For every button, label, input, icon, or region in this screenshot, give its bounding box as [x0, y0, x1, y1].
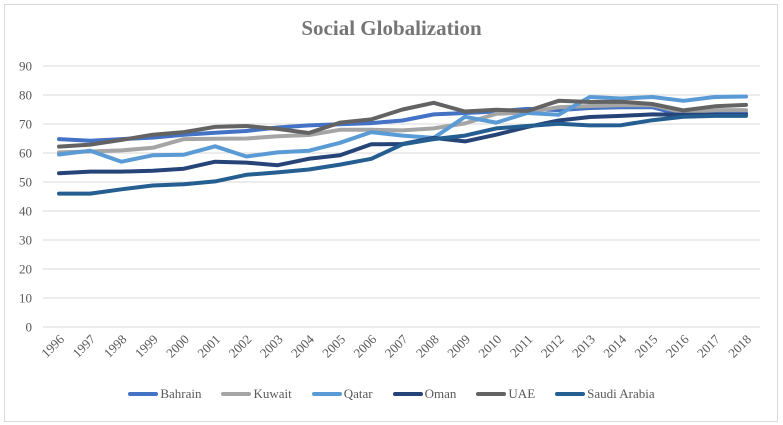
legend-label: Bahrain	[160, 386, 202, 401]
legend-label: Saudi Arabia	[587, 386, 655, 401]
legend-item-saudi-arabia: Saudi Arabia	[555, 386, 655, 402]
x-tick-label: 2000	[163, 332, 192, 361]
x-tick-label: 2015	[631, 332, 660, 361]
x-tick-label: 2002	[225, 332, 254, 361]
x-tick-label: 2016	[663, 331, 692, 360]
y-tick-label: 90	[19, 59, 32, 74]
series-lines	[57, 94, 748, 196]
x-tick-label: 1997	[69, 331, 98, 360]
y-tick-label: 40	[19, 204, 32, 219]
x-tick-label: 2011	[507, 332, 536, 361]
x-tick-label: 1996	[38, 331, 67, 360]
x-tick-label: 2010	[475, 332, 504, 361]
legend-label: Kuwait	[253, 386, 292, 401]
chart-title: Social Globalization	[301, 16, 482, 40]
legend-label: Oman	[424, 386, 457, 401]
y-tick-label: 0	[26, 320, 33, 335]
x-tick-label: 2017	[694, 331, 723, 360]
legend: Bahrain Kuwait Qatar Oman UAE Saudi Arabia	[0, 386, 783, 402]
x-tick-label: 2008	[413, 332, 442, 361]
legend-swatch	[221, 392, 252, 396]
gridlines	[43, 65, 760, 328]
y-tick-label: 20	[19, 262, 32, 277]
series-line-uae	[57, 98, 748, 149]
y-tick-label: 50	[19, 175, 32, 190]
x-tick-label: 2014	[600, 331, 629, 360]
y-tick-label: 10	[19, 291, 32, 306]
legend-item-uae: UAE	[476, 386, 535, 402]
legend-item-bahrain: Bahrain	[128, 386, 201, 402]
legend-swatch	[476, 392, 507, 396]
x-tick-label: 2018	[725, 332, 754, 361]
x-tick-label: 2007	[382, 331, 411, 360]
legend-swatch	[392, 392, 423, 396]
x-tick-label: 1998	[101, 332, 130, 361]
x-tick-label: 2003	[257, 332, 286, 361]
legend-swatch	[311, 392, 342, 396]
x-tick-label: 2004	[288, 331, 317, 360]
y-tick-label: 80	[19, 88, 32, 103]
legend-label: UAE	[508, 386, 536, 401]
legend-item-oman: Oman	[392, 386, 457, 402]
series-line-saudi-arabia	[57, 113, 748, 196]
series-line-qatar	[57, 94, 748, 164]
x-tick-label: 2013	[569, 332, 598, 361]
y-tick-label: 30	[19, 233, 32, 248]
y-tick-label: 70	[19, 117, 32, 132]
x-tick-label: 2001	[194, 332, 223, 361]
chart-frame	[4, 4, 778, 422]
y-tick-label: 60	[19, 146, 32, 161]
series-line-kuwait	[57, 103, 748, 155]
x-tick-label: 2009	[444, 332, 473, 361]
legend-item-kuwait: Kuwait	[221, 386, 292, 402]
legend-swatch	[128, 392, 159, 396]
x-tick-label: 2006	[350, 331, 379, 360]
legend-item-qatar: Qatar	[311, 386, 373, 402]
x-tick-label: 1999	[132, 332, 161, 361]
x-axis-ticks: 1996 1997 1998 1999 2000 2001 2002 2003 2004 2005…	[38, 331, 754, 360]
legend-label: Qatar	[343, 386, 373, 401]
x-tick-label: 2005	[319, 332, 348, 361]
x-tick-label: 2012	[538, 332, 567, 361]
legend-swatch	[555, 392, 586, 396]
y-axis-ticks: 0 10 20 30 40 50 60 70 80 90	[19, 59, 32, 335]
